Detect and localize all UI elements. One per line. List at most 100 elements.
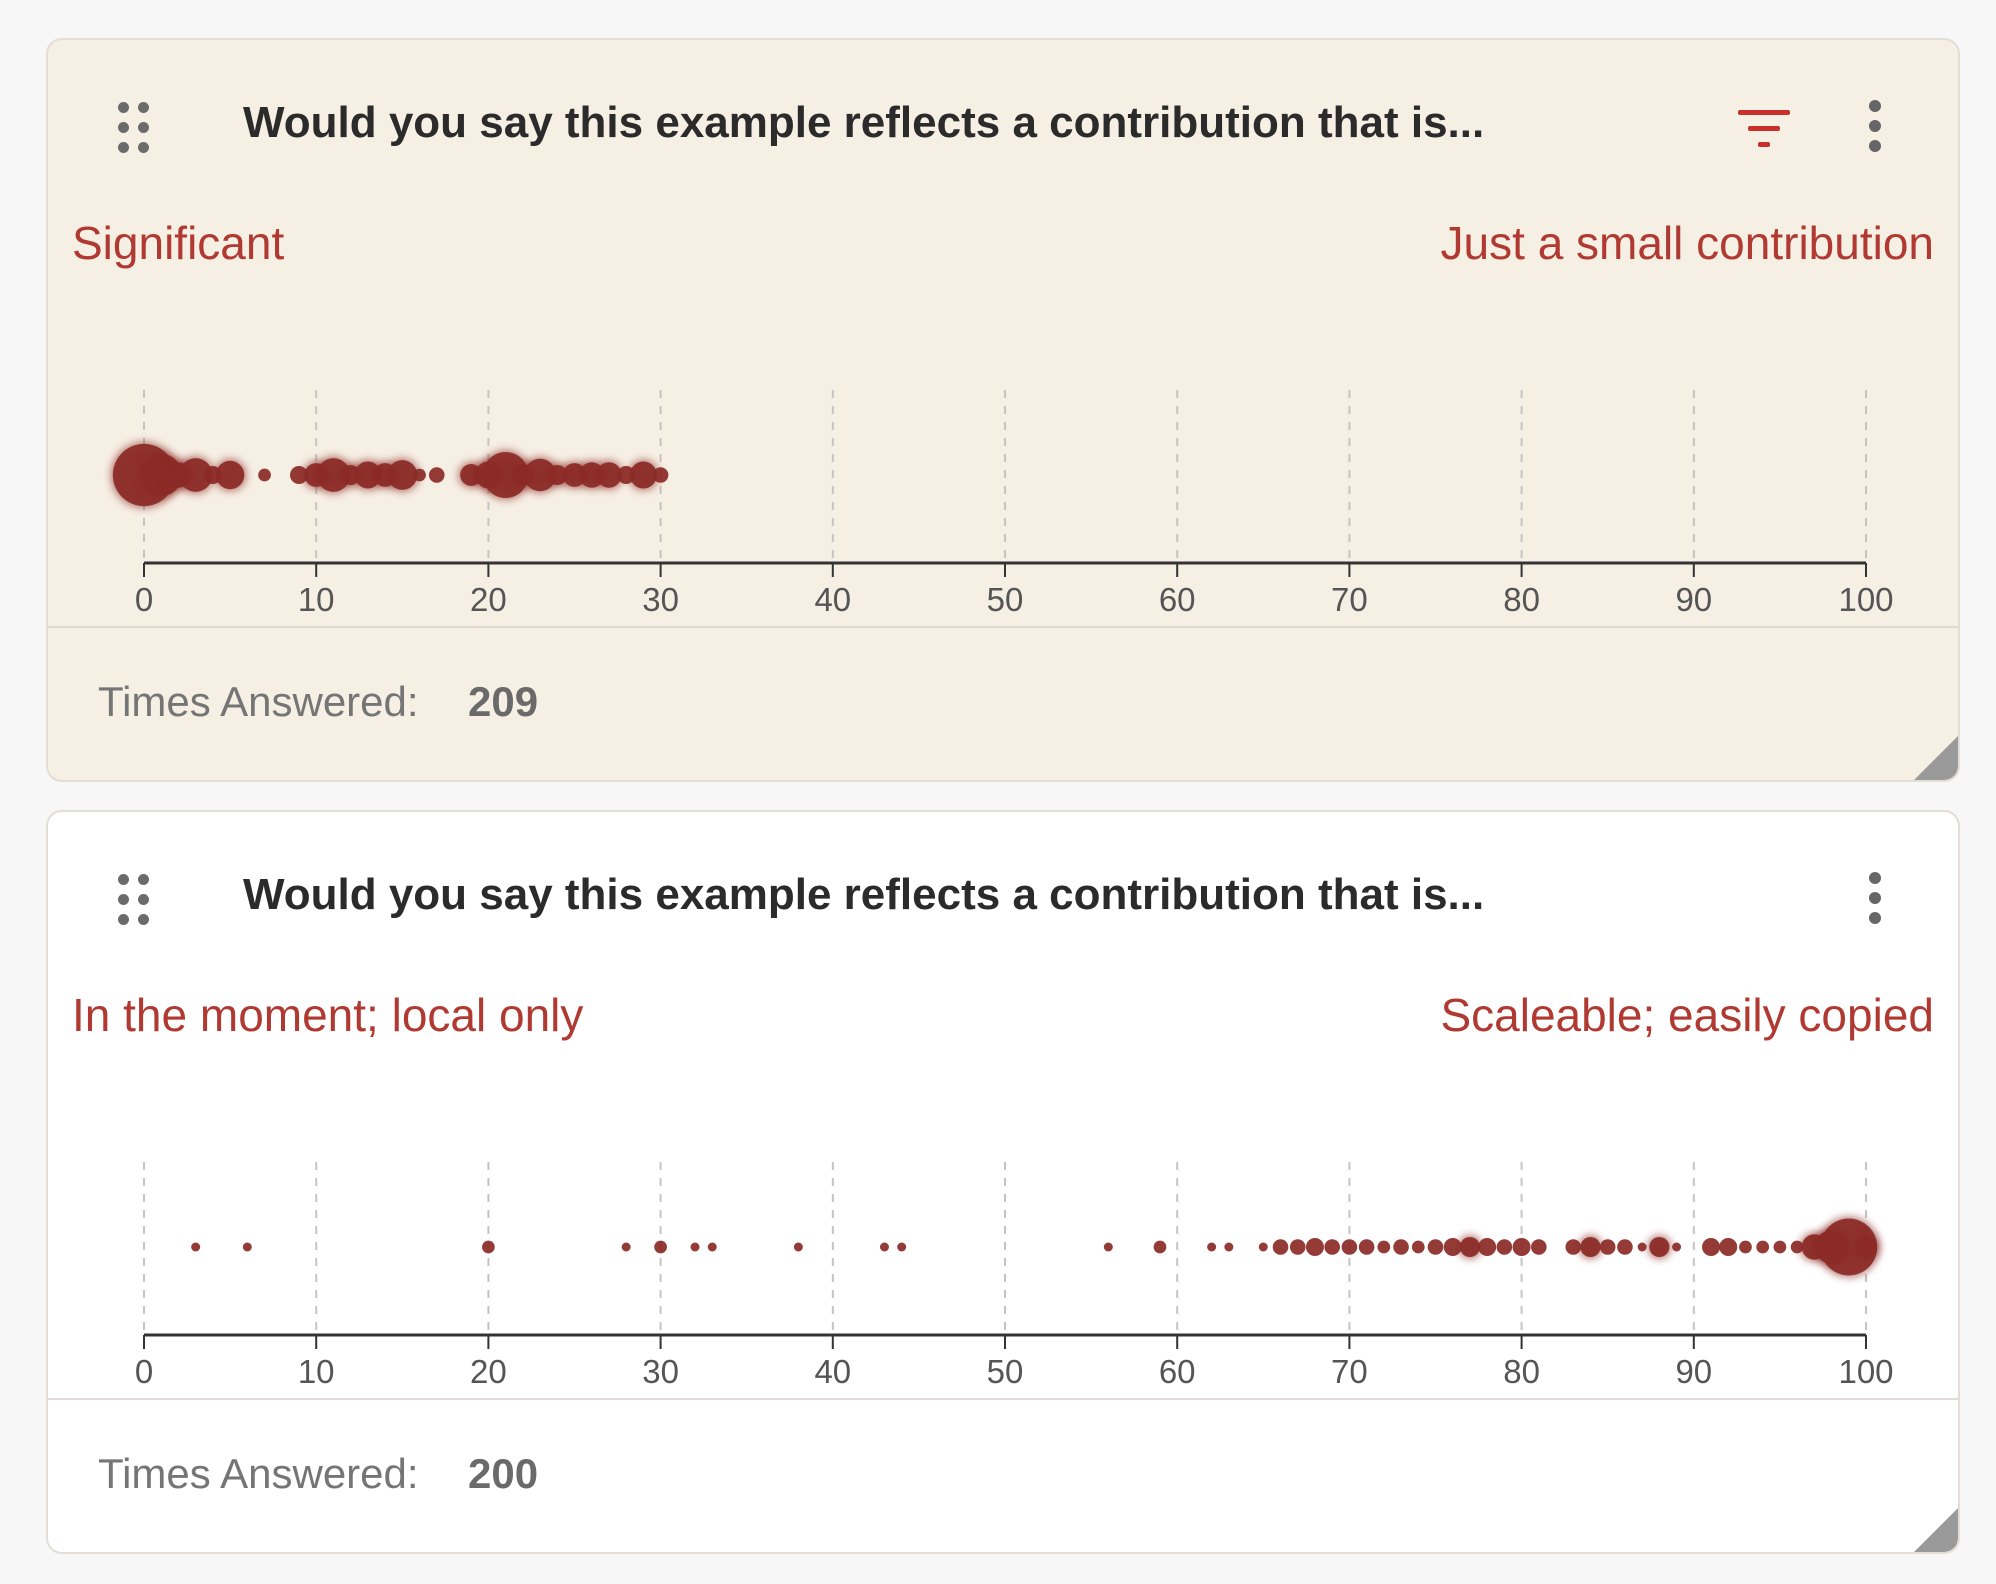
response-dot (1565, 1239, 1582, 1255)
response-dot (1854, 1235, 1878, 1259)
response-dot (482, 1240, 495, 1254)
times-answered-value: 209 (468, 678, 539, 725)
response-dot (1617, 1239, 1633, 1255)
axis-tick-label: 30 (642, 1353, 679, 1390)
drag-handle-icon[interactable] (116, 100, 166, 160)
response-dot (1341, 1239, 1358, 1255)
filter-icon[interactable] (1738, 104, 1798, 154)
response-dot (654, 1240, 667, 1254)
scale-right-label: Just a small contribution (1440, 217, 1934, 269)
response-dot (242, 1242, 252, 1252)
axis-tick-label: 10 (298, 581, 335, 618)
response-dot (1258, 1242, 1268, 1252)
response-dot (690, 1242, 700, 1252)
response-dot (897, 1242, 907, 1252)
response-dot (793, 1242, 803, 1252)
response-dot (1496, 1239, 1513, 1255)
axis-tick-label: 20 (470, 581, 507, 618)
response-dot (629, 461, 657, 489)
axis-tick-label: 50 (987, 581, 1024, 618)
response-dot (1719, 1238, 1738, 1256)
more-vert-icon[interactable] (1860, 870, 1890, 930)
axis-tick-label: 100 (1838, 1353, 1893, 1390)
card-title: Would you say this example reflects a co… (243, 98, 1485, 147)
response-dot (1512, 1238, 1531, 1256)
response-dot (1637, 1242, 1647, 1252)
response-dot (258, 468, 271, 482)
axis-tick-label: 40 (814, 581, 851, 618)
response-dot (1358, 1239, 1375, 1255)
response-dot (1599, 1239, 1616, 1255)
response-dot (1820, 1218, 1878, 1276)
response-dot (879, 1242, 889, 1252)
response-dot (1411, 1240, 1425, 1254)
response-dot (1459, 1236, 1481, 1258)
card-footer: Times Answered: 200 (48, 1398, 1958, 1552)
axis-tick-label: 60 (1159, 581, 1196, 618)
response-dot (1702, 1238, 1721, 1256)
card-footer: Times Answered: 209 (48, 626, 1958, 780)
response-dot (1224, 1242, 1234, 1252)
card-header: Would you say this example reflects a co… (48, 812, 1958, 982)
more-vert-icon[interactable] (1860, 98, 1890, 158)
response-dot (1377, 1240, 1391, 1254)
response-distribution-chart: 0 10 20 30 40 50 60 70 80 90 100 (135, 1162, 1894, 1390)
axis-tick-label: 40 (814, 1353, 851, 1390)
card-header: Would you say this example reflects a co… (48, 40, 1958, 210)
scale-left-label: Significant (72, 217, 285, 269)
response-dot (1289, 1239, 1306, 1255)
response-dot (1580, 1236, 1601, 1258)
times-answered-label: Times Answered: (98, 1450, 419, 1497)
response-dot (1672, 1242, 1682, 1252)
axis-tick-label: 60 (1159, 1353, 1196, 1390)
card-title: Would you say this example reflects a co… (243, 870, 1485, 919)
response-dot (215, 460, 245, 490)
response-dot (1478, 1238, 1497, 1256)
response-dot (1531, 1239, 1547, 1255)
response-dot (652, 467, 669, 483)
times-answered-value: 200 (468, 1450, 539, 1497)
axis-tick-label: 90 (1675, 581, 1712, 618)
response-dot (1739, 1240, 1752, 1254)
response-dot (428, 467, 445, 483)
response-dot (1427, 1239, 1444, 1255)
scale-right-label: Scaleable; easily copied (1440, 989, 1934, 1041)
response-dot (1773, 1240, 1787, 1254)
resize-grip-icon[interactable] (1914, 1508, 1958, 1552)
axis-tick-label: 0 (135, 1353, 153, 1390)
scale-left-label: In the moment; local only (72, 989, 584, 1041)
response-dot (1153, 1240, 1167, 1254)
response-dot (621, 1242, 631, 1252)
response-dot (1443, 1238, 1462, 1256)
axis-tick-label: 70 (1331, 581, 1368, 618)
drag-handle-icon[interactable] (116, 872, 166, 932)
response-dot (1272, 1239, 1289, 1255)
response-dot (1103, 1242, 1113, 1252)
axis-tick-label: 100 (1838, 581, 1893, 618)
response-dot (1756, 1240, 1770, 1254)
question-card-1: Would you say this example reflects a co… (46, 38, 1960, 782)
times-answered-label: Times Answered: (98, 678, 419, 725)
question-card-2: Would you say this example reflects a co… (46, 810, 1960, 1554)
axis-tick-label: 90 (1675, 1353, 1712, 1390)
response-dot (316, 458, 351, 492)
axis-tick-label: 80 (1503, 581, 1540, 618)
response-dot (413, 468, 426, 482)
axis-tick-label: 10 (298, 1353, 335, 1390)
response-distribution-chart: 0 10 20 30 40 50 60 70 80 90 100 (110, 390, 1894, 618)
response-dot (1207, 1242, 1217, 1252)
response-dot (596, 462, 622, 488)
response-dot (523, 458, 557, 492)
axis-tick-label: 20 (470, 1353, 507, 1390)
axis-tick-label: 50 (987, 1353, 1024, 1390)
response-dot (178, 458, 213, 492)
response-dot (1649, 1236, 1670, 1258)
response-dot (191, 1242, 201, 1252)
response-dot (1393, 1239, 1409, 1255)
response-dot (1324, 1239, 1340, 1255)
response-dot (707, 1242, 717, 1252)
resize-grip-icon[interactable] (1914, 736, 1958, 780)
response-dot (1305, 1238, 1324, 1256)
axis-tick-label: 80 (1503, 1353, 1540, 1390)
axis-tick-label: 30 (642, 581, 679, 618)
